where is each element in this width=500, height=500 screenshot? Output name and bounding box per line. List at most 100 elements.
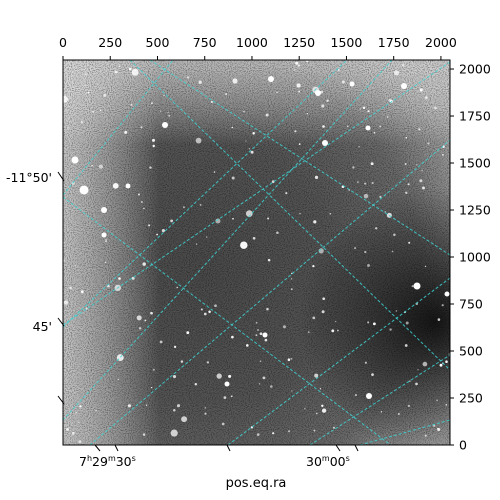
right-tick-label-0: 0: [459, 438, 467, 453]
star: [210, 100, 213, 104]
star: [326, 99, 329, 102]
star: [296, 83, 301, 88]
star: [402, 63, 405, 66]
star-field: [63, 60, 450, 444]
star: [255, 322, 258, 324]
star: [371, 182, 374, 185]
star: [321, 104, 325, 108]
star: [419, 179, 423, 183]
star: [223, 396, 227, 399]
star: [405, 191, 408, 195]
star: [411, 285, 414, 288]
star: [195, 137, 202, 144]
star: [152, 144, 155, 148]
star: [80, 290, 84, 294]
star: [75, 411, 78, 414]
bright-star: [101, 232, 107, 238]
star: [439, 363, 443, 367]
star: [393, 233, 396, 237]
star: [95, 409, 97, 412]
star: [250, 150, 254, 154]
grid-line-2: [63, 61, 450, 326]
star: [117, 378, 119, 380]
star: [421, 169, 423, 171]
star: [354, 247, 357, 250]
star: [245, 210, 253, 217]
star: [395, 310, 398, 312]
star: [186, 331, 190, 335]
star: [151, 102, 153, 104]
star: [386, 116, 389, 118]
star: [159, 110, 162, 112]
star: [415, 382, 418, 386]
star: [79, 405, 82, 408]
star: [419, 88, 423, 92]
star: [67, 126, 70, 129]
star: [293, 68, 296, 71]
star: [163, 94, 165, 97]
star: [180, 360, 184, 363]
star: [149, 166, 152, 169]
star: [216, 373, 222, 379]
star: [329, 212, 332, 215]
star: [98, 164, 104, 169]
star: [84, 84, 86, 87]
star: [363, 193, 369, 199]
star: [152, 138, 155, 142]
star: [333, 426, 335, 429]
star: [182, 206, 185, 209]
star: [379, 195, 382, 199]
star: [170, 219, 174, 223]
top-tick-label-2: 500: [146, 35, 170, 50]
dec-axis: -11°50' 45': [6, 170, 65, 405]
star: [337, 68, 340, 72]
star: [199, 203, 202, 206]
star: [265, 113, 269, 117]
top-tick-label-6: 1500: [331, 35, 363, 50]
star: [156, 233, 159, 236]
star: [321, 310, 325, 314]
star: [290, 278, 293, 280]
star: [313, 220, 317, 224]
bright-star: [101, 207, 107, 213]
star: [287, 430, 291, 433]
star: [63, 95, 69, 103]
top-tick-label-3: 750: [193, 35, 217, 50]
star: [424, 265, 427, 268]
star: [424, 434, 427, 437]
star: [248, 148, 250, 150]
star: [176, 404, 181, 408]
star: [194, 383, 197, 386]
star: [304, 408, 306, 410]
star: [74, 265, 77, 267]
star: [66, 428, 69, 431]
star: [384, 211, 386, 213]
star: [259, 360, 262, 362]
star: [367, 264, 370, 267]
star: [276, 231, 279, 234]
star: [321, 404, 324, 407]
star: [152, 368, 155, 371]
star: [84, 73, 87, 75]
star: [425, 96, 428, 99]
star: [256, 433, 260, 436]
star: [203, 312, 207, 316]
star: [63, 259, 66, 262]
star: [380, 411, 383, 413]
star: [246, 344, 249, 347]
star: [285, 192, 288, 195]
ra-label-2: 30m00s: [306, 454, 350, 469]
star: [295, 61, 299, 65]
star: [393, 70, 400, 76]
star: [373, 322, 376, 326]
star: [445, 360, 448, 363]
star: [437, 427, 439, 430]
star: [257, 329, 259, 331]
right-tick-label-6: 1500: [459, 156, 491, 171]
star: [267, 217, 270, 220]
top-tick-label-5: 1250: [283, 35, 315, 50]
star: [364, 361, 367, 364]
star: [442, 154, 444, 156]
star: [374, 227, 378, 230]
star: [364, 182, 367, 185]
